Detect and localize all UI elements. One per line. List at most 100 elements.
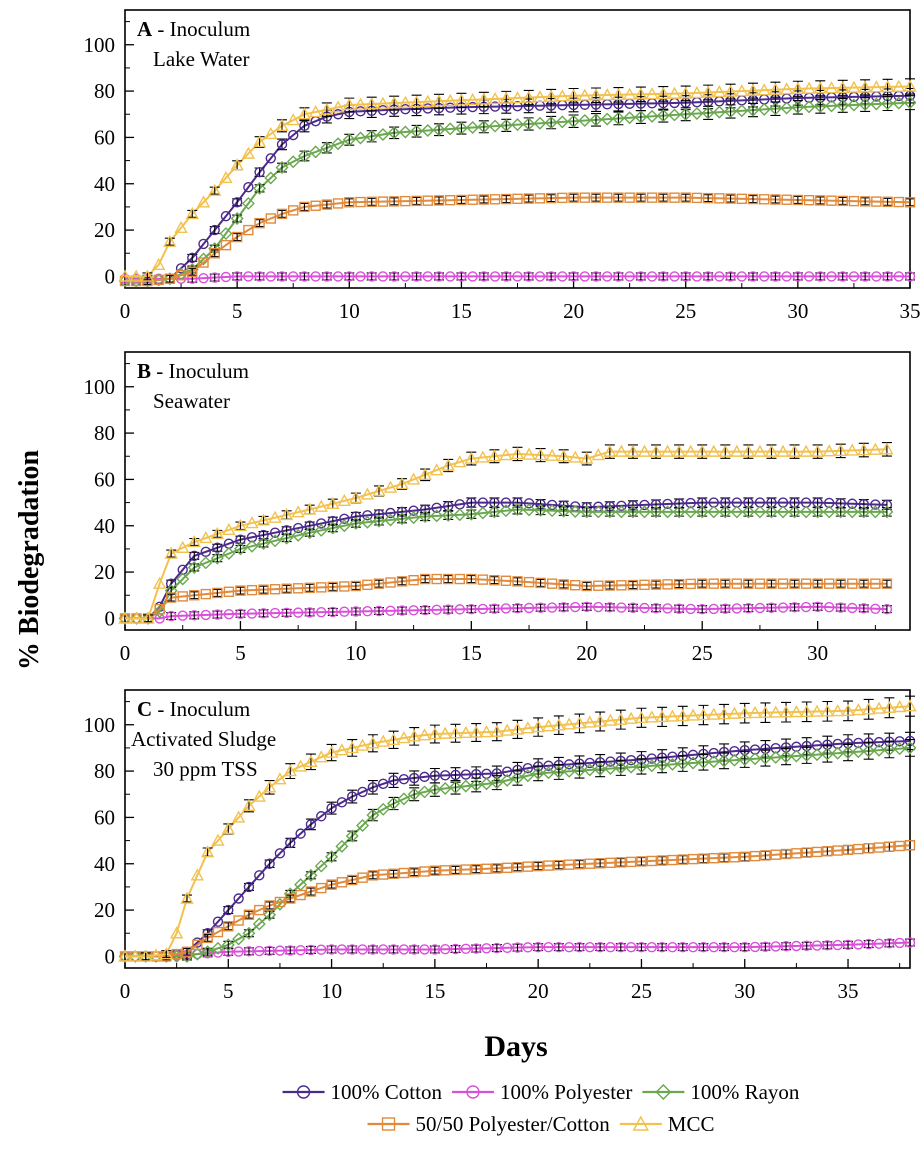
data-point bbox=[174, 220, 188, 233]
data-point bbox=[304, 868, 318, 882]
data-point bbox=[842, 844, 854, 856]
data-point bbox=[679, 107, 693, 121]
data-point bbox=[265, 271, 276, 282]
data-point bbox=[727, 706, 742, 719]
error-bar bbox=[143, 614, 154, 623]
y-tick-label: 0 bbox=[105, 606, 116, 630]
data-point bbox=[837, 271, 848, 282]
data-point bbox=[661, 505, 675, 519]
data-point bbox=[614, 505, 628, 519]
data-point bbox=[789, 705, 804, 718]
data-point bbox=[884, 841, 895, 852]
data-point bbox=[470, 943, 482, 954]
data-point bbox=[810, 444, 825, 457]
error-bar bbox=[703, 105, 714, 120]
data-point bbox=[510, 446, 525, 460]
data-point bbox=[673, 578, 685, 590]
error-bar bbox=[187, 209, 198, 218]
data-point bbox=[417, 728, 432, 741]
data-point bbox=[252, 135, 267, 148]
data-point bbox=[594, 858, 606, 869]
legend-label: 100% Rayon bbox=[690, 1080, 800, 1104]
data-point bbox=[118, 949, 132, 962]
error-bar bbox=[327, 582, 338, 591]
error-bar bbox=[558, 506, 569, 516]
data-point bbox=[233, 946, 244, 957]
data-point bbox=[512, 576, 523, 587]
data-point bbox=[419, 944, 430, 955]
data-point bbox=[760, 850, 771, 861]
data-point bbox=[568, 450, 582, 463]
error-bar bbox=[187, 267, 198, 276]
data-point bbox=[185, 206, 199, 220]
data-point bbox=[727, 753, 741, 767]
data-point bbox=[376, 734, 390, 747]
data-point bbox=[605, 941, 616, 953]
data-point bbox=[717, 754, 731, 768]
data-point bbox=[264, 171, 278, 185]
data-point bbox=[377, 271, 389, 282]
legend-entry: 100% Rayon bbox=[642, 1080, 800, 1104]
data-point bbox=[789, 602, 800, 613]
data-point bbox=[269, 584, 281, 595]
data-point bbox=[422, 195, 433, 206]
data-point bbox=[377, 104, 389, 116]
data-point bbox=[523, 498, 535, 509]
data-point bbox=[545, 504, 559, 518]
data-point bbox=[292, 522, 304, 534]
data-point bbox=[523, 576, 535, 588]
data-point bbox=[759, 271, 770, 282]
data-point bbox=[625, 941, 637, 953]
data-point bbox=[491, 942, 503, 954]
data-point bbox=[634, 759, 648, 773]
data-point bbox=[196, 195, 211, 208]
data-point bbox=[815, 195, 826, 206]
error-bar bbox=[181, 947, 192, 956]
data-point bbox=[825, 99, 838, 113]
data-point bbox=[894, 937, 905, 949]
data-point bbox=[676, 757, 690, 771]
data-point bbox=[176, 540, 190, 553]
data-point bbox=[386, 732, 401, 746]
data-point bbox=[903, 699, 917, 712]
data-point bbox=[499, 448, 513, 461]
panel-subtitle: 30 ppm TSS bbox=[153, 757, 258, 781]
data-point bbox=[253, 181, 267, 195]
error-bar bbox=[299, 202, 310, 211]
data-point bbox=[274, 945, 286, 956]
data-point bbox=[746, 103, 760, 117]
data-point bbox=[646, 855, 657, 867]
data-point bbox=[904, 937, 916, 948]
data-point bbox=[702, 192, 714, 204]
data-point bbox=[853, 737, 864, 749]
data-point bbox=[611, 87, 626, 100]
data-point bbox=[429, 770, 441, 781]
data-point bbox=[310, 271, 321, 282]
data-point bbox=[129, 274, 143, 288]
data-point bbox=[140, 274, 154, 288]
data-point bbox=[781, 271, 792, 282]
data-point bbox=[687, 941, 699, 953]
error-bar bbox=[209, 186, 220, 195]
data-point bbox=[743, 603, 754, 614]
data-point bbox=[276, 139, 288, 150]
data-point bbox=[198, 272, 209, 284]
error-bar bbox=[674, 507, 685, 517]
data-point bbox=[739, 851, 750, 862]
error-bar bbox=[388, 796, 399, 811]
data-point bbox=[130, 611, 144, 625]
data-point bbox=[286, 155, 300, 169]
data-point bbox=[832, 939, 843, 951]
data-point bbox=[696, 708, 711, 721]
data-point bbox=[275, 161, 289, 175]
data-point bbox=[445, 194, 456, 206]
data-point bbox=[501, 271, 512, 282]
data-point bbox=[511, 118, 524, 132]
data-point bbox=[344, 271, 355, 282]
y-tick-label: 20 bbox=[94, 560, 115, 584]
data-point bbox=[441, 458, 455, 471]
panel-letter: A bbox=[137, 17, 153, 41]
x-tick-label: 10 bbox=[345, 641, 366, 665]
data-point bbox=[880, 79, 895, 93]
data-point bbox=[702, 271, 714, 282]
